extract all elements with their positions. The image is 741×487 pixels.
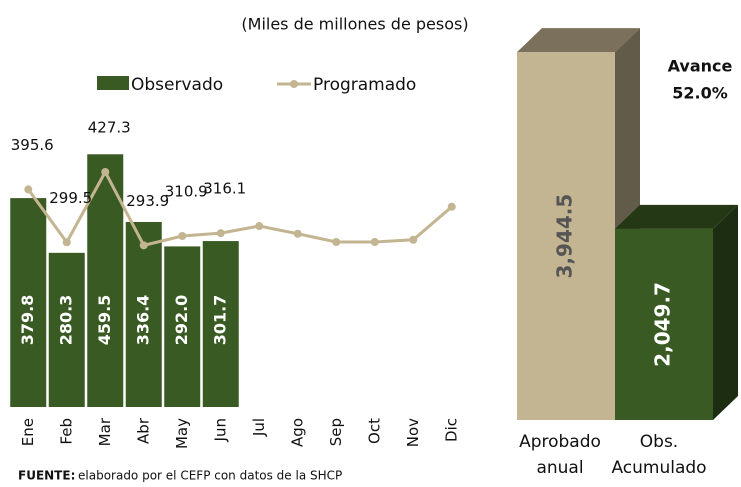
x-tick-label: Nov <box>404 418 422 447</box>
value-label: 280.3 <box>56 295 75 346</box>
point <box>293 229 302 238</box>
x-tick-label: Jul <box>250 418 268 437</box>
x-tick-label: Abr <box>134 417 152 444</box>
value-label: 459.5 <box>95 295 114 346</box>
value-label: 2,049.7 <box>651 282 675 367</box>
x-tick-label: Oct <box>365 418 383 444</box>
value-label: 301.7 <box>210 295 229 346</box>
bar <box>202 241 239 407</box>
legend-marker <box>290 80 298 88</box>
x-tick-label: Sep <box>327 418 345 446</box>
bar-side <box>713 204 738 420</box>
bar-top <box>517 28 640 53</box>
point <box>370 238 379 246</box>
value-label: 3,944.5 <box>553 194 577 279</box>
value-label: 299.5 <box>49 189 92 207</box>
source-label: FUENTE: <box>18 469 75 483</box>
point <box>216 229 225 238</box>
point <box>24 185 33 194</box>
point <box>447 202 456 211</box>
point <box>409 235 418 244</box>
bar <box>615 228 713 420</box>
point <box>332 238 341 246</box>
x-tick-label: Aprobado <box>519 432 601 452</box>
value-label: 293.9 <box>126 192 169 210</box>
x-tick-label: Ago <box>288 418 306 447</box>
x-tick-label: Feb <box>57 418 75 445</box>
bar <box>125 221 162 407</box>
value-label: 310.9 <box>165 183 208 201</box>
annotation: Avance <box>668 57 733 76</box>
legend-swatch <box>97 76 129 90</box>
point <box>101 167 110 176</box>
chart-title: (Miles de millones de pesos) <box>241 15 468 34</box>
point <box>62 238 71 247</box>
bar <box>48 252 85 407</box>
source: elaborado por el CEFP con datos de la SH… <box>78 469 342 483</box>
value-label: 379.8 <box>18 295 37 346</box>
bar <box>517 52 615 420</box>
bar <box>164 246 201 407</box>
value-label: 395.6 <box>11 136 54 154</box>
line <box>27 168 453 248</box>
bar <box>10 198 47 407</box>
value-label: 427.3 <box>88 118 131 136</box>
annotation: 52.0% <box>672 84 728 103</box>
point <box>178 232 187 241</box>
value-label: 292.0 <box>172 295 191 346</box>
point <box>139 241 148 250</box>
x-tick-label: Ene <box>19 418 37 446</box>
value-label: 316.1 <box>203 180 246 198</box>
x-tick-label: Obs. <box>640 432 678 452</box>
x-tick-label: anual <box>536 458 583 478</box>
x-tick-label: Jun <box>211 418 229 442</box>
x-tick-label: Acumulado <box>611 458 706 478</box>
x-tick-label: May <box>173 418 191 449</box>
point <box>255 222 264 231</box>
x-tick-label: Dic <box>442 418 460 442</box>
legend-label: Programado <box>313 75 416 95</box>
legend-label: Observado <box>131 75 223 95</box>
x-tick-label: Mar <box>96 417 114 446</box>
value-label: 336.4 <box>133 295 152 346</box>
bar-top <box>615 204 738 229</box>
